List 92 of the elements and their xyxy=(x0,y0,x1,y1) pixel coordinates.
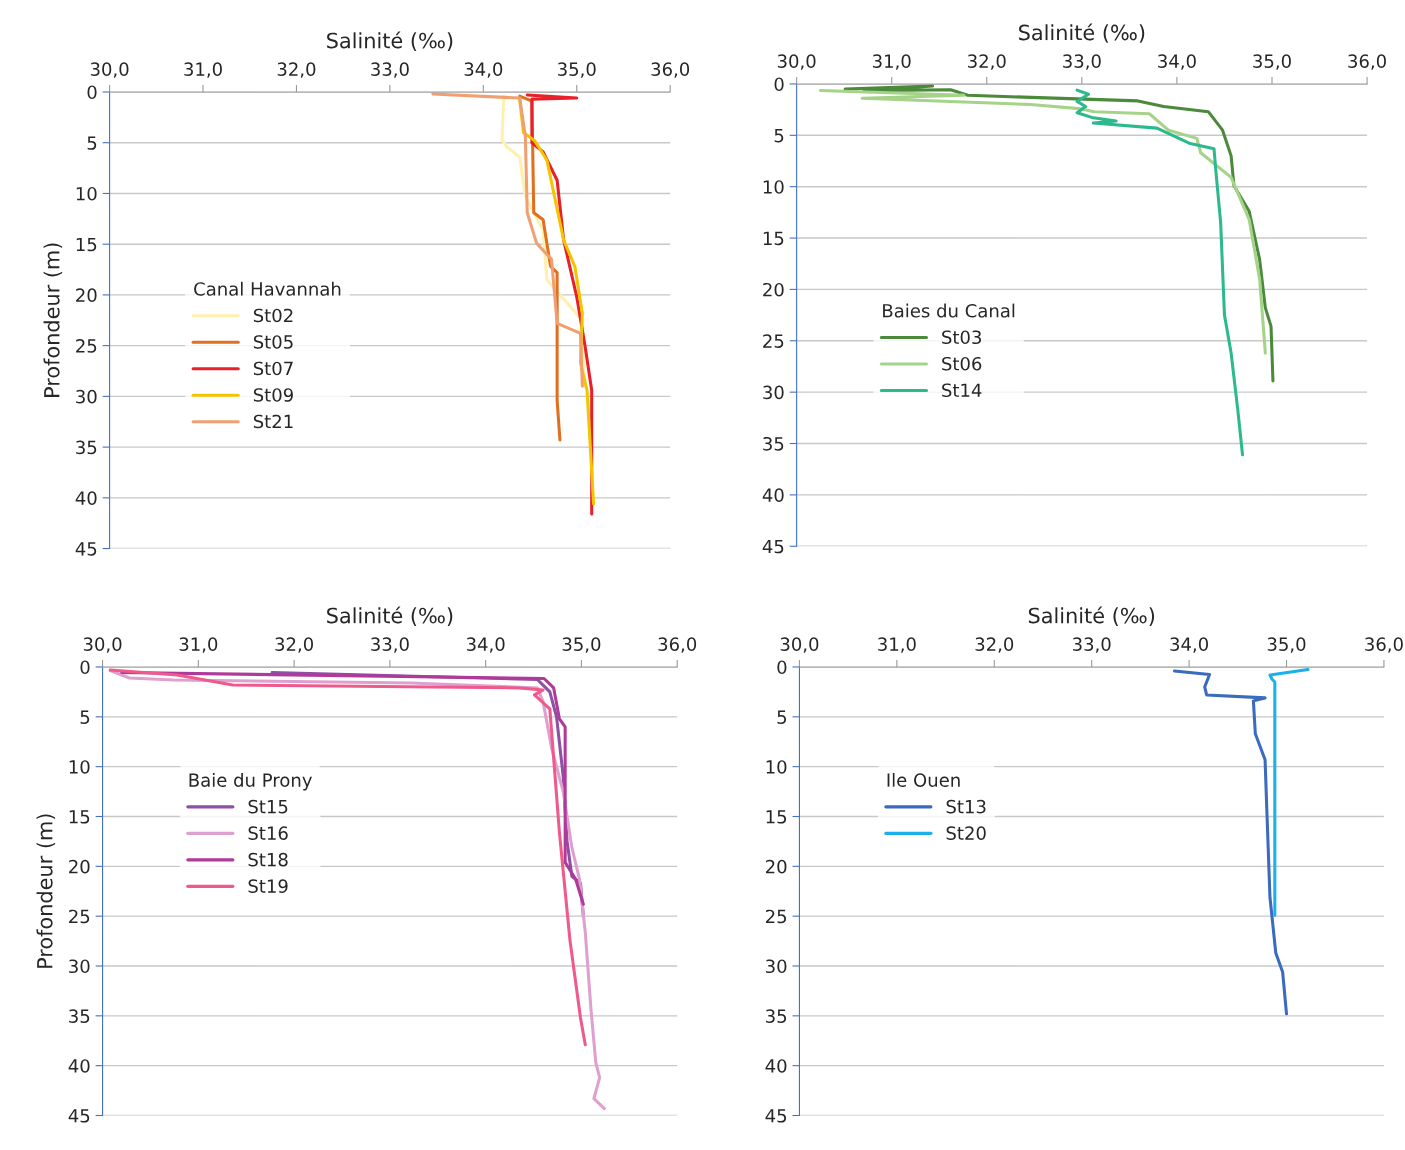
legend-label: St05 xyxy=(253,335,293,349)
legend-label: St09 xyxy=(253,388,293,402)
y-tick-label: 20 xyxy=(76,288,97,303)
legend-label: St21 xyxy=(253,414,293,429)
x-tick-label: 36,0 xyxy=(1348,54,1386,70)
x-tick-label: 32,0 xyxy=(968,54,1006,70)
legend-title: Ile Ouen xyxy=(887,772,960,787)
x-tick-label: 33,0 xyxy=(1072,637,1111,653)
x-tick-label: 32,0 xyxy=(275,637,314,653)
y-tick-label: 25 xyxy=(76,339,97,353)
x-tick-label: 34,0 xyxy=(1170,637,1208,653)
legend-title: Baies du Canal xyxy=(883,303,1015,318)
legend-title: Baie du Prony xyxy=(189,772,312,791)
y-tick-label: 30 xyxy=(76,389,97,404)
y-tick-label: 35 xyxy=(766,1009,787,1023)
y-tick-label: 0 xyxy=(80,660,90,675)
y-tick-label: 0 xyxy=(777,660,787,675)
y-tick-label: 40 xyxy=(762,488,784,502)
y-tick-label: 20 xyxy=(765,859,787,874)
x-tick-label: 36,0 xyxy=(658,637,697,653)
y-axis-title: Profondeur (m) xyxy=(43,243,63,397)
y-tick-label: 30 xyxy=(766,959,787,974)
legend-label: St15 xyxy=(248,799,288,814)
y-tick-label: 20 xyxy=(763,282,784,297)
x-tick-label: 34,0 xyxy=(466,637,505,653)
y-tick-label: 45 xyxy=(75,542,97,556)
legend-label: St18 xyxy=(248,852,288,867)
x-tick-label: 30,0 xyxy=(90,62,129,78)
y-tick-label: 40 xyxy=(68,1059,90,1073)
y-tick-label: 45 xyxy=(765,1109,787,1123)
y-tick-label: 40 xyxy=(765,1059,787,1073)
x-axis-title: Salinité (‰) xyxy=(327,606,453,626)
legend-label: St06 xyxy=(942,356,982,371)
x-tick-label: 33,0 xyxy=(371,62,409,78)
x-tick-label: 32,0 xyxy=(277,62,316,78)
y-tick-label: 5 xyxy=(80,710,90,724)
y-tick-label: 10 xyxy=(766,760,787,774)
x-tick-label: 34,0 xyxy=(1158,54,1196,70)
y-tick-label: 25 xyxy=(69,909,90,924)
x-axis-title: Salinité (‰) xyxy=(1019,23,1145,43)
y-tick-label: 20 xyxy=(69,859,90,874)
legend-label: St02 xyxy=(253,308,293,323)
x-tick-label: 31,0 xyxy=(872,54,911,70)
legend-label: St13 xyxy=(946,799,986,814)
x-tick-label: 35,0 xyxy=(558,62,596,78)
x-tick-label: 36,0 xyxy=(651,62,690,78)
y-tick-label: 45 xyxy=(68,1109,90,1123)
legend-label: St20 xyxy=(946,826,986,840)
y-tick-label: 35 xyxy=(76,440,97,455)
x-tick-label: 35,0 xyxy=(1253,54,1291,70)
x-tick-label: 33,0 xyxy=(1063,54,1101,70)
y-tick-label: 45 xyxy=(762,539,784,554)
y-tick-label: 5 xyxy=(777,710,787,724)
y-tick-label: 15 xyxy=(766,810,787,824)
x-tick-label: 30,0 xyxy=(780,637,819,653)
x-tick-label: 36,0 xyxy=(1365,637,1403,653)
legend-label: St14 xyxy=(942,383,982,398)
x-tick-label: 30,0 xyxy=(83,637,122,653)
y-tick-label: 15 xyxy=(69,810,90,824)
y-tick-label: 15 xyxy=(76,237,97,252)
y-tick-label: 0 xyxy=(774,77,784,92)
x-tick-label: 31,0 xyxy=(179,637,218,653)
y-tick-label: 25 xyxy=(763,334,784,348)
y-axis-title: Profondeur (m) xyxy=(36,814,56,968)
y-tick-label: 5 xyxy=(774,129,784,143)
y-tick-label: 30 xyxy=(763,385,784,400)
x-axis-title: Salinité (‰) xyxy=(1028,606,1155,626)
x-tick-label: 32,0 xyxy=(975,637,1014,653)
legend-label: St07 xyxy=(253,361,293,376)
y-tick-label: 35 xyxy=(69,1009,90,1023)
x-tick-label: 35,0 xyxy=(562,637,601,653)
y-tick-label: 10 xyxy=(763,180,784,194)
x-tick-label: 35,0 xyxy=(1267,637,1306,653)
y-tick-label: 10 xyxy=(69,760,90,774)
y-tick-label: 40 xyxy=(75,491,97,505)
y-tick-label: 35 xyxy=(763,436,784,451)
x-tick-label: 34,0 xyxy=(464,62,503,78)
y-tick-label: 5 xyxy=(87,136,97,150)
y-tick-label: 25 xyxy=(765,909,787,924)
y-tick-label: 10 xyxy=(76,186,97,201)
x-tick-label: 31,0 xyxy=(184,62,222,78)
x-tick-label: 31,0 xyxy=(878,637,916,653)
y-tick-label: 15 xyxy=(763,231,784,246)
x-tick-label: 30,0 xyxy=(777,54,816,70)
legend-label: St19 xyxy=(248,879,288,893)
legend-label: St16 xyxy=(248,826,288,840)
y-tick-label: 0 xyxy=(87,85,97,100)
x-axis-title: Salinité (‰) xyxy=(327,31,453,51)
x-tick-label: 33,0 xyxy=(371,637,409,653)
legend-title: Canal Havannah xyxy=(194,281,341,296)
y-tick-label: 30 xyxy=(69,959,90,974)
legend-label: St03 xyxy=(942,330,981,345)
